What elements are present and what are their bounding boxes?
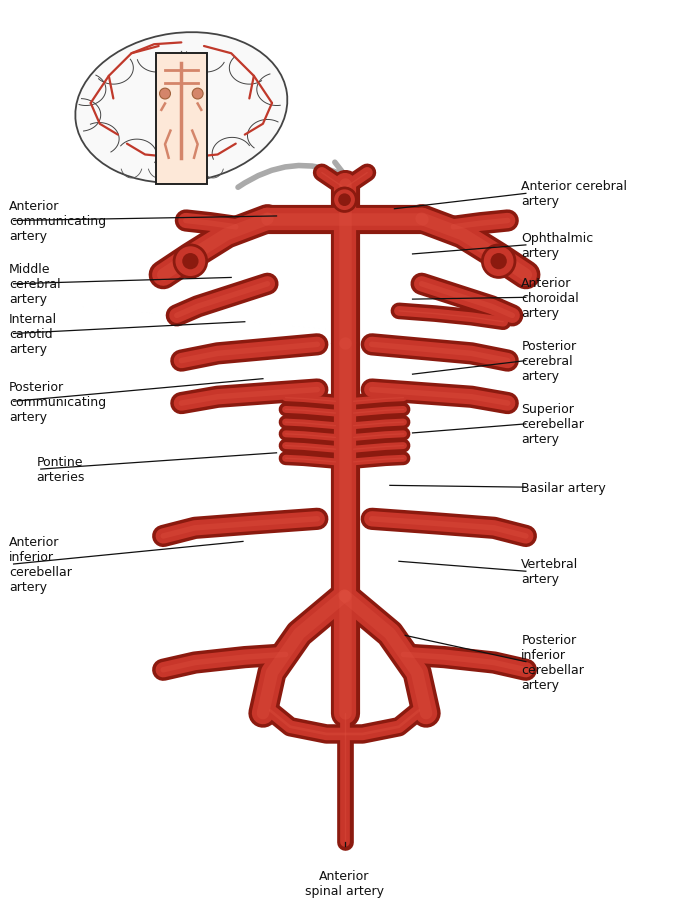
Circle shape bbox=[482, 246, 515, 278]
Bar bbox=[156, 54, 207, 185]
Text: Pontine
arteries: Pontine arteries bbox=[36, 456, 84, 483]
Circle shape bbox=[182, 254, 199, 270]
Circle shape bbox=[333, 189, 356, 212]
Text: Anterior
communicating
artery: Anterior communicating artery bbox=[9, 200, 106, 243]
Text: Basilar artery: Basilar artery bbox=[522, 481, 606, 494]
Text: Internal
carotid
artery: Internal carotid artery bbox=[9, 312, 57, 356]
Text: Posterior
cerebral
artery: Posterior cerebral artery bbox=[522, 340, 577, 383]
Text: Vertebral
artery: Vertebral artery bbox=[522, 558, 579, 585]
Text: Ophthalmic
artery: Ophthalmic artery bbox=[522, 232, 594, 259]
Text: Anterior cerebral
artery: Anterior cerebral artery bbox=[522, 181, 628, 208]
Text: Posterior
inferior
cerebellar
artery: Posterior inferior cerebellar artery bbox=[522, 633, 584, 691]
Circle shape bbox=[338, 194, 351, 207]
Circle shape bbox=[490, 254, 507, 270]
Circle shape bbox=[174, 246, 207, 278]
Text: Anterior
inferior
cerebellar
artery: Anterior inferior cerebellar artery bbox=[9, 535, 72, 593]
Text: Posterior
communicating
artery: Posterior communicating artery bbox=[9, 380, 106, 424]
Ellipse shape bbox=[75, 33, 288, 183]
Text: Anterior
choroidal
artery: Anterior choroidal artery bbox=[522, 276, 579, 320]
Text: Middle
cerebral
artery: Middle cerebral artery bbox=[9, 263, 61, 306]
Circle shape bbox=[160, 89, 171, 100]
Circle shape bbox=[192, 89, 203, 100]
Text: Superior
cerebellar
artery: Superior cerebellar artery bbox=[522, 403, 584, 446]
Text: Anterior
spinal artery: Anterior spinal artery bbox=[305, 869, 384, 897]
